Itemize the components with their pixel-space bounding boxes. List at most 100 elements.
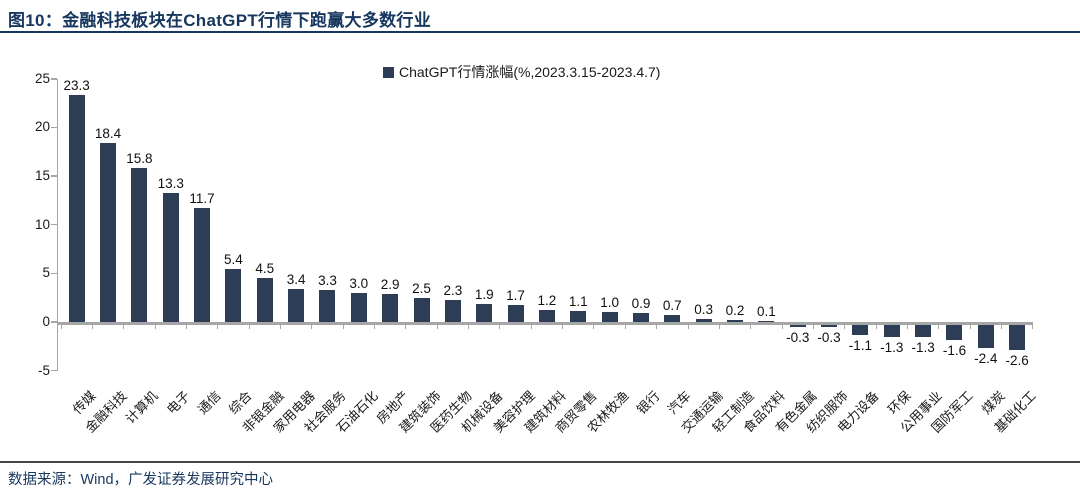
category-label-text: 银行: [633, 388, 663, 418]
bar-value-label: -1.6: [942, 343, 967, 359]
bar-value-label: 1.0: [600, 295, 620, 311]
bar: [444, 299, 461, 322]
category-label-text: 通信: [194, 388, 224, 418]
bar: [538, 310, 555, 322]
bar-value-label: -1.3: [911, 340, 935, 356]
bar: [727, 320, 744, 322]
bar-value-label: 0.9: [631, 296, 651, 312]
x-axis-tick: [499, 324, 501, 329]
bar: [946, 324, 963, 341]
x-axis-tick: [436, 324, 438, 329]
y-axis-tick: [50, 175, 57, 177]
x-axis-tick: [217, 324, 219, 329]
bar-value-label: 0.1: [756, 304, 776, 319]
bar: [319, 289, 336, 322]
x-axis-tick: [311, 324, 313, 329]
bar-value-label: 0.3: [694, 302, 714, 318]
y-axis-tick: [50, 126, 57, 129]
x-axis-tick: [781, 324, 783, 329]
y-tick-label: 20: [34, 119, 50, 135]
x-axis-tick: [750, 324, 752, 329]
bar: [632, 313, 649, 322]
bar: [100, 142, 117, 322]
bar-value-label: 1.2: [537, 293, 557, 309]
x-axis-tick: [279, 324, 281, 329]
bar-value-label: 0.7: [662, 298, 682, 314]
bar-value-label: 3.4: [286, 271, 306, 287]
y-axis-tick: [50, 321, 57, 323]
bar-value-label: 4.5: [255, 261, 275, 277]
bar: [476, 303, 493, 322]
bar-value-label: 2.3: [443, 282, 463, 298]
y-tick-label: 25: [34, 70, 50, 86]
y-tick-label: 15: [34, 168, 50, 184]
bar: [194, 208, 211, 322]
bar-value-label: -2.6: [1005, 352, 1029, 368]
category-label-text: 电子: [163, 388, 193, 418]
bar-value-label: 11.7: [189, 191, 215, 207]
bar-value-label: -0.3: [786, 330, 810, 346]
x-axis-tick: [969, 324, 971, 329]
x-axis-tick: [342, 324, 344, 329]
bar: [413, 297, 430, 322]
x-axis-tick: [844, 324, 846, 329]
bar: [821, 324, 838, 328]
y-axis-tick: [50, 78, 57, 80]
bar: [852, 324, 869, 336]
x-axis-tick: [906, 324, 908, 329]
bar: [162, 192, 179, 322]
source-note: 数据来源：Wind，广发证券发展研究中心: [8, 472, 274, 488]
bar: [68, 95, 85, 322]
x-axis-tick: [60, 324, 62, 329]
bar-value-label: 1.9: [474, 286, 494, 302]
bar-value-label: -0.3: [817, 330, 841, 346]
bar-value-label: -1.1: [848, 338, 873, 354]
bar-value-label: 1.1: [568, 294, 588, 310]
bar-value-label: 2.9: [380, 276, 400, 292]
x-axis-tick: [1001, 324, 1002, 329]
bar: [225, 269, 242, 322]
bar: [256, 278, 273, 322]
title-rule: [0, 31, 1080, 33]
y-axis-tick: [50, 272, 57, 275]
bar-value-label: 2.5: [412, 280, 431, 296]
bar-value-label: 18.4: [94, 125, 122, 141]
chart-legend: ChatGPT行情涨幅(%,2023.3.15-2023.4.7): [383, 62, 660, 82]
x-axis-tick: [154, 324, 156, 329]
bar: [664, 315, 681, 322]
x-axis-tick: [875, 324, 877, 329]
x-axis-tick: [248, 324, 250, 329]
bar: [382, 293, 399, 322]
bar-value-label: -2.4: [974, 350, 998, 366]
x-axis-tick: [468, 324, 470, 329]
bar-value-label: 5.4: [224, 252, 243, 268]
x-axis-tick: [812, 324, 814, 329]
bar: [288, 288, 305, 322]
x-axis-tick: [530, 324, 532, 329]
bar: [1009, 324, 1026, 350]
bar: [570, 311, 587, 322]
bar-value-label: 0.2: [725, 303, 745, 319]
bar: [758, 321, 775, 322]
bar: [507, 305, 524, 322]
x-axis-tick: [656, 324, 658, 329]
bar: [131, 168, 148, 322]
bar: [350, 292, 367, 322]
y-axis: [56, 78, 58, 371]
bar-value-label: 13.3: [157, 175, 184, 191]
x-axis-tick: [593, 324, 595, 329]
bar-value-label: 15.8: [126, 151, 153, 167]
legend-swatch-icon: [383, 66, 394, 78]
x-axis-tick: [938, 324, 940, 329]
bar: [977, 324, 994, 348]
y-tick-label: 10: [34, 216, 50, 232]
x-axis: [56, 322, 1033, 325]
y-tick-label: 5: [42, 265, 50, 281]
footer-rule: [0, 461, 1080, 463]
x-axis-tick: [1032, 324, 1034, 329]
y-tick-label: -5: [37, 362, 50, 378]
x-axis-tick: [718, 324, 720, 329]
bar-value-label: -1.3: [880, 340, 904, 356]
bar-value-label: 1.7: [506, 288, 525, 304]
